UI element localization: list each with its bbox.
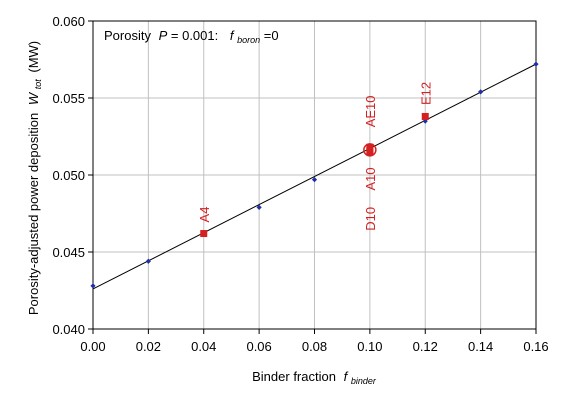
data-point-red: [200, 230, 208, 238]
point-label: D10: [363, 207, 378, 231]
trendline: [92, 63, 537, 290]
point-labels: A4 D10 A10 AE10 E12: [197, 82, 434, 231]
grid: [92, 20, 537, 330]
annotation-f-subscript: boron: [237, 35, 260, 45]
annotation-f-symbol: f: [230, 28, 235, 43]
data-point-blue: [90, 283, 96, 289]
x-tick-label: 0.12: [413, 339, 438, 354]
y-axis-ticks: 0.040 0.045 0.050 0.055 0.060: [52, 14, 93, 337]
data-point-blue: [533, 61, 539, 67]
y-tick-label: 0.050: [52, 168, 85, 183]
x-tick-label: 0.04: [191, 339, 216, 354]
x-axis-title: Binder fraction f binder: [252, 369, 377, 386]
x-tick-label: 0.00: [80, 339, 105, 354]
annotation-prefix: Porosity: [104, 28, 151, 43]
y-tick-label: 0.060: [52, 14, 85, 29]
y-axis-title-subscript: tot: [33, 79, 43, 90]
y-axis-title: Porosity-adjusted power deposition W tot…: [26, 41, 44, 315]
x-axis-ticks: 0.00 0.02 0.04 0.06 0.08 0.10 0.12 0.14 0.16: [80, 329, 549, 354]
data-point-red: [421, 112, 429, 120]
x-axis-title-text: Binder fraction: [252, 369, 336, 384]
data-point-blue: [478, 89, 484, 95]
x-tick-label: 0.10: [357, 339, 382, 354]
x-axis-title-subscript: binder: [351, 376, 377, 386]
series-red: [200, 112, 429, 238]
y-axis-title-unit: (MW): [26, 41, 41, 73]
x-tick-label: 0.02: [136, 339, 161, 354]
annotation-p-value: = 0.001:: [171, 28, 218, 43]
x-tick-label: 0.08: [302, 339, 327, 354]
x-tick-label: 0.06: [246, 339, 271, 354]
data-point-blue: [311, 177, 318, 183]
point-label: A10: [363, 167, 378, 190]
data-point-blue: [145, 258, 151, 264]
y-axis-title-symbol: W: [26, 91, 41, 105]
x-tick-label: 0.16: [523, 339, 548, 354]
y-tick-label: 0.040: [52, 322, 85, 337]
y-axis-title-text: Porosity-adjusted power deposition: [26, 113, 41, 315]
annotation: Porosity P = 0.001: f boron =0: [104, 28, 279, 46]
point-label: AE10: [363, 95, 378, 127]
annotation-f-value: =0: [264, 28, 279, 43]
point-label: E12: [418, 82, 433, 105]
y-tick-label: 0.045: [52, 245, 85, 260]
point-label: A4: [197, 207, 212, 223]
annotation-p-symbol: P: [159, 28, 168, 43]
data-point-red: [366, 143, 374, 151]
x-axis-title-symbol: f: [344, 369, 349, 384]
data-point-blue: [256, 204, 262, 210]
cluster-circle: [363, 143, 377, 157]
y-tick-label: 0.055: [52, 91, 85, 106]
x-tick-label: 0.14: [468, 339, 493, 354]
